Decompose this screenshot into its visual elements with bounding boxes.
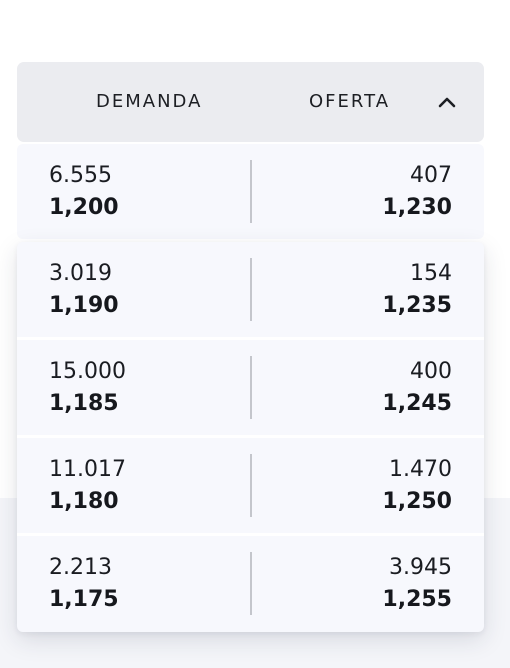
ask-price: 1,250 (382, 489, 452, 514)
bid-quantity: 15.000 (49, 359, 126, 384)
order-book-header: DEMANDA OFERTA (17, 62, 484, 142)
order-book-depth-panel: 3.019 1,190 154 1,235 15.000 1,185 400 1… (17, 242, 484, 632)
ask-cell: 400 1,245 (382, 356, 452, 420)
bid-cell: 15.000 1,185 (49, 356, 126, 420)
chevron-up-icon (438, 97, 456, 108)
bid-price: 1,180 (49, 489, 119, 514)
bid-quantity: 11.017 (49, 457, 126, 482)
ask-cell: 3.945 1,255 (382, 552, 452, 616)
bid-price: 1,190 (49, 293, 119, 318)
ask-cell: 1.470 1,250 (382, 454, 452, 518)
bid-cell: 6.555 1,200 (49, 160, 119, 224)
ask-price: 1,255 (382, 587, 452, 612)
ask-price: 1,245 (382, 391, 452, 416)
bid-cell: 2.213 1,175 (49, 552, 119, 616)
ask-quantity: 154 (410, 261, 452, 286)
ask-cell: 407 1,230 (382, 160, 452, 224)
bid-cell: 3.019 1,190 (49, 258, 119, 322)
order-book-row-best[interactable]: 6.555 1,200 407 1,230 (17, 144, 484, 239)
order-book-row[interactable]: 15.000 1,185 400 1,245 (17, 340, 484, 438)
bid-quantity: 3.019 (49, 261, 112, 286)
bid-quantity: 6.555 (49, 163, 112, 188)
ask-quantity: 407 (410, 163, 452, 188)
bid-quantity: 2.213 (49, 555, 112, 580)
order-book-row[interactable]: 2.213 1,175 3.945 1,255 (17, 536, 484, 631)
bid-price: 1,200 (49, 195, 119, 220)
ask-quantity: 1.470 (389, 457, 452, 482)
bid-cell: 11.017 1,180 (49, 454, 126, 518)
row-divider (250, 454, 252, 517)
offer-column-header: OFERTA (309, 91, 391, 112)
ask-quantity: 3.945 (389, 555, 452, 580)
ask-price: 1,230 (382, 195, 452, 220)
bid-price: 1,185 (49, 391, 119, 416)
order-book-row[interactable]: 11.017 1,180 1.470 1,250 (17, 438, 484, 536)
bid-price: 1,175 (49, 587, 119, 612)
ask-price: 1,235 (382, 293, 452, 318)
row-divider (250, 356, 252, 419)
order-book-row[interactable]: 3.019 1,190 154 1,235 (17, 242, 484, 340)
ask-cell: 154 1,235 (382, 258, 452, 322)
demand-column-header: DEMANDA (96, 91, 203, 112)
collapse-toggle-button[interactable] (433, 89, 461, 115)
row-divider (250, 552, 252, 615)
row-divider (250, 160, 252, 223)
row-divider (250, 258, 252, 321)
ask-quantity: 400 (410, 359, 452, 384)
